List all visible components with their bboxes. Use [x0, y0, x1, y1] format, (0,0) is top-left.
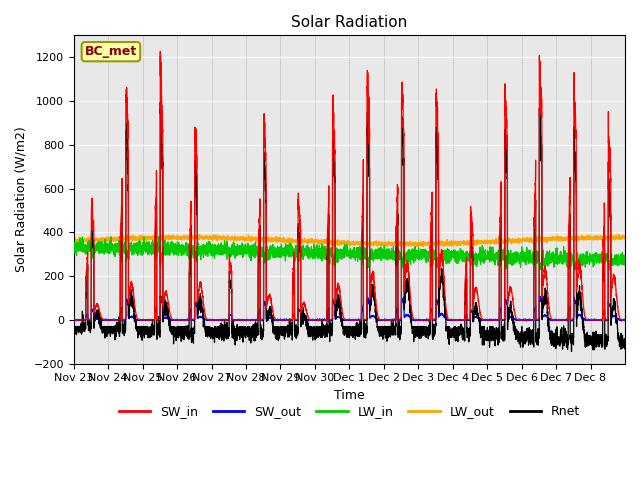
SW_out — [501, 317, 509, 323]
LW_in — [400, 256, 408, 262]
LW_in — [397, 267, 405, 273]
SW_in — [70, 317, 77, 323]
Legend: SW_in, SW_out, LW_in, LW_out, Rnet: SW_in, SW_out, LW_in, LW_out, Rnet — [114, 400, 585, 423]
SW_out — [370, 313, 378, 319]
Y-axis label: Solar Radiation (W/m2): Solar Radiation (W/m2) — [15, 127, 28, 273]
Rnet — [542, 290, 550, 296]
SW_in — [500, 316, 508, 322]
X-axis label: Time: Time — [334, 389, 365, 402]
SW_out — [157, 293, 164, 299]
SW_out — [70, 317, 77, 323]
LW_in — [501, 254, 509, 260]
SW_in — [621, 317, 629, 323]
Line: SW_in: SW_in — [74, 51, 625, 320]
LW_out — [399, 243, 407, 249]
LW_out — [501, 239, 509, 244]
Line: LW_in: LW_in — [74, 237, 625, 270]
Rnet — [621, 336, 629, 342]
Rnet — [370, 297, 378, 302]
LW_out — [621, 236, 629, 242]
SW_in — [156, 48, 164, 54]
Rnet — [184, 323, 192, 328]
SW_out — [400, 300, 408, 305]
LW_out — [370, 240, 378, 245]
Rnet — [568, 348, 575, 354]
Line: Rnet: Rnet — [74, 101, 625, 351]
LW_in — [542, 258, 550, 264]
Rnet — [70, 324, 77, 329]
SW_out — [528, 317, 536, 323]
LW_in — [70, 241, 77, 247]
SW_out — [325, 318, 333, 324]
LW_out — [401, 244, 408, 250]
Rnet — [500, 337, 508, 343]
SW_out — [184, 317, 192, 323]
SW_out — [621, 317, 629, 323]
SW_in — [370, 279, 378, 285]
LW_out — [184, 232, 192, 238]
SW_in — [399, 125, 407, 131]
SW_out — [542, 312, 550, 318]
LW_out — [528, 240, 536, 245]
LW_out — [196, 231, 204, 237]
LW_in — [370, 254, 378, 260]
Title: Solar Radiation: Solar Radiation — [291, 15, 408, 30]
LW_in — [528, 252, 536, 258]
LW_in — [621, 258, 629, 264]
LW_in — [184, 246, 192, 252]
SW_in — [528, 317, 536, 323]
LW_in — [155, 234, 163, 240]
LW_out — [542, 235, 550, 240]
Rnet — [399, 160, 407, 166]
SW_in — [542, 271, 550, 276]
Text: BC_met: BC_met — [85, 45, 137, 58]
SW_in — [184, 317, 192, 323]
Line: LW_out: LW_out — [74, 234, 625, 247]
LW_out — [70, 236, 77, 242]
Rnet — [157, 98, 165, 104]
Rnet — [528, 338, 536, 344]
Line: SW_out: SW_out — [74, 296, 625, 321]
